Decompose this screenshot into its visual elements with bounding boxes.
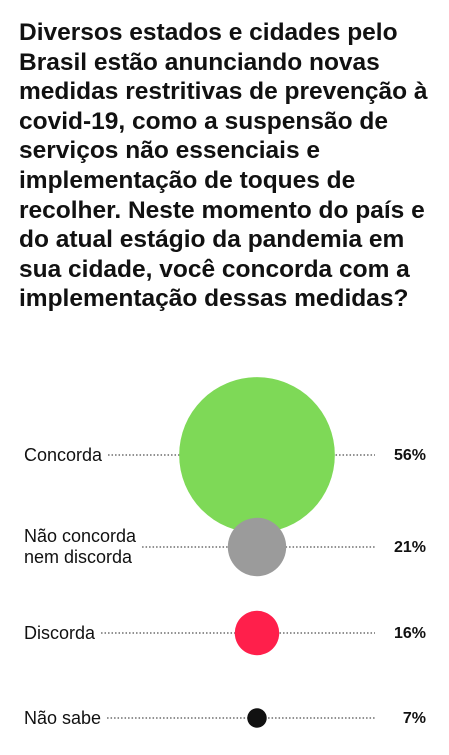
value-label: 21%	[394, 539, 426, 556]
value-label: 16%	[394, 625, 426, 642]
category-label: Concorda	[24, 444, 103, 465]
bubble	[247, 708, 267, 728]
chart-title: Diversos estados e cidades pelo Brasil e…	[19, 19, 428, 313]
value-label: 56%	[394, 447, 426, 464]
category-label: Não sabe	[24, 707, 102, 728]
bubble	[179, 377, 335, 533]
category-label: Discorda	[24, 622, 96, 643]
value-label: 7%	[403, 710, 426, 727]
bubble	[227, 517, 287, 577]
category-label: Não concorda nem discorda	[24, 526, 137, 567]
bubble	[234, 610, 280, 656]
